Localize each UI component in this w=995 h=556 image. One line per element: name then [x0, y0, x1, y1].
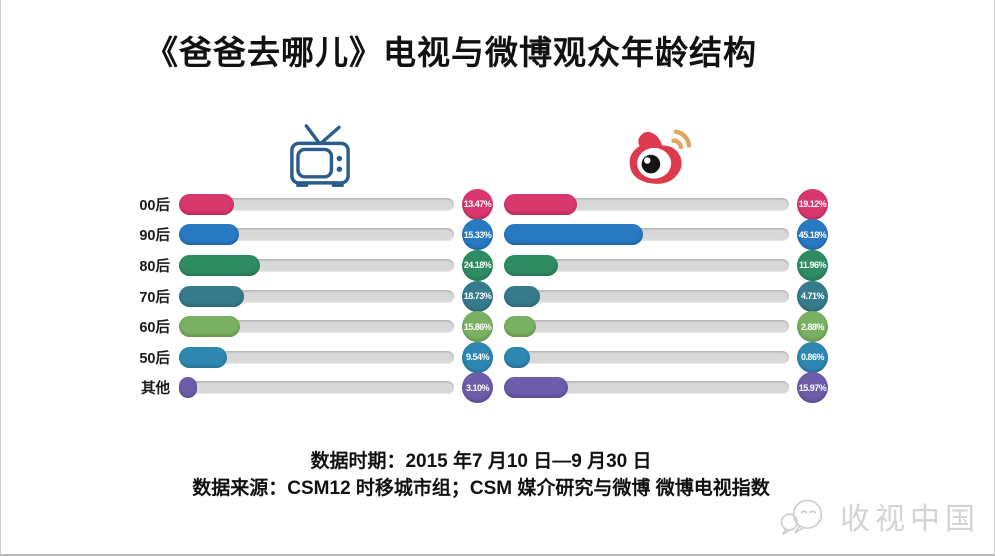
weibo-value-badge: 11.96% [797, 249, 828, 281]
tv-icon [290, 124, 350, 188]
page-title: 《爸爸去哪儿》电视与微博观众年龄结构 [145, 34, 757, 71]
weibo-bar-fill [504, 316, 536, 338]
tv-bar-track [179, 254, 454, 276]
tv-bar-fill [179, 254, 261, 276]
tv-bar-fill [179, 316, 241, 338]
tv-value-badge: 24.18% [462, 249, 493, 281]
tv-bar-fill [179, 285, 244, 307]
weibo-bar-fill [504, 224, 643, 246]
category-label: 其他 [141, 381, 170, 398]
weibo-bar-track [504, 224, 789, 246]
weibo-bar-fill [504, 193, 578, 215]
chart-row: 90后 15.33% 45.18% [132, 219, 828, 251]
chart-row: 其他 3.10% 15.97% [132, 372, 828, 404]
tv-bar-fill [179, 377, 198, 399]
category-label: 00后 [139, 197, 170, 214]
tv-bar-track [179, 316, 454, 338]
tv-value-badge: 18.73% [462, 280, 493, 312]
chart-row: 50后 9.54% 0.86% [132, 341, 828, 373]
tv-bar-track [179, 285, 454, 307]
tv-bar-fill [179, 224, 239, 246]
tv-bar-fill [179, 346, 227, 368]
chart-row: 70后 18.73% 4.71% [132, 280, 828, 312]
category-label: 50后 [139, 350, 170, 367]
weibo-value-badge: 15.97% [797, 372, 828, 404]
weibo-bar-track [504, 316, 789, 338]
tv-value-badge: 13.47% [462, 188, 493, 220]
tv-bar-track [179, 346, 454, 368]
tv-value-badge: 15.33% [462, 219, 493, 251]
weibo-bar-fill [504, 254, 559, 276]
category-label: 60后 [139, 320, 170, 337]
wechat-icon [780, 499, 823, 536]
chart-row: 80后 24.18% 11.96% [132, 249, 828, 281]
weibo-value-badge: 19.12% [797, 188, 828, 220]
weibo-icon [629, 129, 692, 184]
weibo-value-badge: 2.88% [797, 311, 828, 343]
weibo-bar-track [504, 193, 789, 215]
tv-value-badge: 15.86% [462, 311, 493, 343]
weibo-bar-fill [504, 377, 569, 399]
tv-value-badge: 3.10% [462, 372, 493, 404]
data-period-text: 数据时期：2015 年7 月10 日—9 月30 日 [310, 451, 652, 472]
chart-row: 60后 15.86% 2.88% [132, 311, 828, 343]
weibo-bar-fill [504, 346, 530, 368]
weibo-bar-track [504, 254, 789, 276]
age-structure-chart: 00后 13.47% 19.12% 90后 15.33% [132, 188, 828, 404]
tv-bar-track [179, 377, 454, 399]
tv-bar-fill [179, 193, 234, 215]
watermark-text: 收视中国 [840, 503, 980, 536]
weibo-value-badge: 4.71% [797, 280, 828, 312]
category-label: 90后 [139, 228, 170, 245]
weibo-bar-track [504, 377, 789, 399]
chart-rows: 00后 13.47% 19.12% 90后 15.33% [132, 188, 828, 404]
weibo-bar-fill [504, 285, 541, 307]
tv-bar-track [179, 193, 454, 215]
chart-row: 00后 13.47% 19.12% [132, 188, 828, 220]
category-label: 70后 [139, 289, 170, 306]
weibo-value-badge: 45.18% [797, 219, 828, 251]
category-label: 80后 [139, 258, 170, 275]
data-source-text: 数据来源：CSM12 时移城市组；CSM 媒介研究与微博 微博电视指数 [192, 478, 770, 499]
weibo-bar-track [504, 285, 789, 307]
watermark: 收视中国 [778, 494, 980, 538]
weibo-value-badge: 0.86% [797, 341, 828, 373]
tv-value-badge: 9.54% [462, 341, 493, 373]
weibo-bar-track [504, 346, 789, 368]
tv-bar-track [179, 224, 454, 246]
